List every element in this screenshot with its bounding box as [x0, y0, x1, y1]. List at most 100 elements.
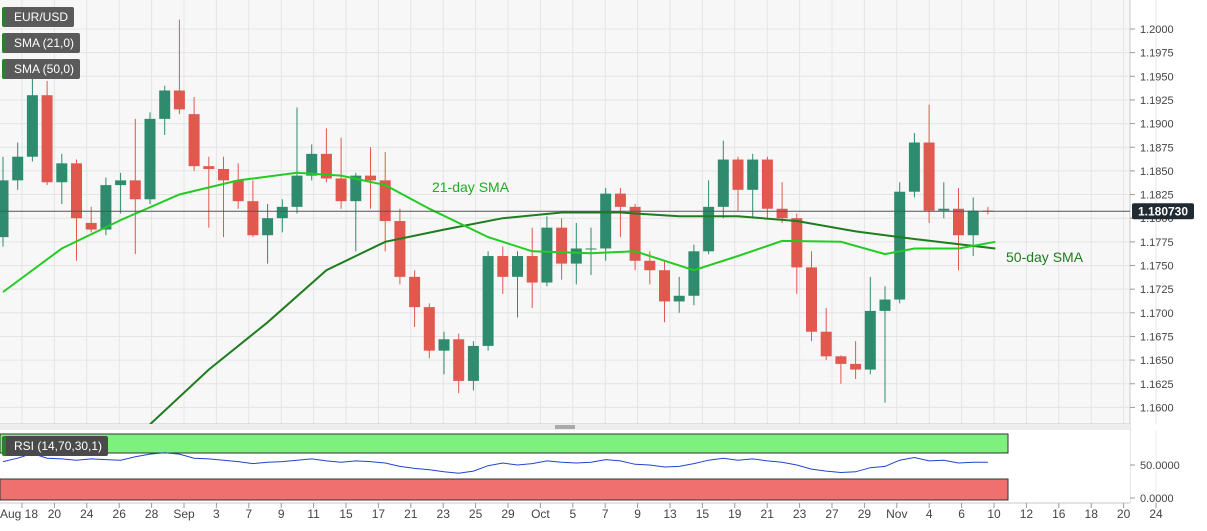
price-tag-text: 1.180730	[1138, 204, 1188, 218]
candle-body	[732, 159, 744, 190]
y-tick-label: 1.1850	[1140, 166, 1174, 178]
candle-body	[717, 159, 729, 207]
candle	[218, 156, 229, 238]
candle	[659, 260, 670, 323]
x-tick-label: 20	[48, 507, 62, 521]
pane-divider[interactable]	[0, 424, 1130, 430]
candle	[71, 159, 82, 261]
x-tick-label: 15	[696, 507, 710, 521]
x-tick-label: Oct	[531, 507, 550, 521]
candle-body	[247, 201, 259, 236]
x-tick-label: 9	[278, 507, 285, 521]
candle-body	[291, 175, 303, 207]
candle-body	[12, 156, 24, 181]
candle	[12, 142, 24, 190]
x-tick-label: 9	[634, 507, 641, 521]
candle	[717, 140, 729, 219]
candle	[247, 180, 259, 238]
candle	[173, 19, 185, 115]
candle-body	[967, 210, 979, 236]
candle-body	[232, 180, 244, 202]
candle-body	[188, 114, 200, 167]
pane-resize-handle[interactable]	[555, 425, 575, 429]
candle	[747, 153, 759, 219]
y-tick-label: 1.1675	[1140, 331, 1174, 343]
candle	[203, 156, 215, 228]
sma50-annotation: 50-day SMA	[1006, 249, 1084, 265]
y-tick-label: 1.1725	[1140, 284, 1174, 296]
candle-body	[526, 256, 538, 283]
candle	[820, 308, 832, 361]
y-tick-label: 1.1875	[1140, 142, 1174, 154]
candle-body	[0, 180, 9, 238]
candle-body	[806, 267, 817, 332]
candle-body	[482, 256, 494, 346]
x-tick-label: 23	[437, 507, 451, 521]
x-tick-label: 7	[602, 507, 609, 521]
candle-body	[379, 180, 391, 222]
y-tick-label: 1.1825	[1140, 190, 1174, 202]
candle-body	[908, 142, 920, 192]
x-tick-label: 25	[469, 507, 483, 521]
candle	[953, 187, 964, 271]
candle-body	[320, 153, 332, 179]
candle	[320, 128, 332, 183]
candle	[732, 156, 744, 211]
rsi-line	[2, 452, 988, 474]
candle-body	[820, 331, 832, 357]
candle-body	[129, 180, 141, 200]
candle	[673, 276, 685, 313]
candle	[526, 227, 538, 309]
candle-body	[41, 95, 53, 183]
candle	[409, 270, 421, 327]
candle	[879, 286, 891, 403]
candle-body	[659, 270, 670, 302]
sma21-line	[2, 171, 996, 293]
candle	[335, 137, 347, 209]
x-tick-label: Aug 18	[0, 507, 38, 521]
x-tick-label: 20	[1117, 507, 1131, 521]
x-tick-label: 10	[987, 507, 1001, 521]
candle	[482, 251, 494, 351]
candle	[923, 104, 935, 223]
candle-body	[864, 310, 876, 370]
candle	[688, 244, 700, 306]
candle-body	[409, 276, 421, 308]
price-tag	[1132, 203, 1194, 220]
candle	[100, 177, 112, 236]
x-tick-label: 12	[1020, 507, 1034, 521]
y-tick-label: 1.1700	[1140, 308, 1174, 320]
candle-body	[541, 227, 553, 283]
x-tick-label: 3	[213, 507, 220, 521]
candle-body	[776, 208, 788, 219]
candle-body	[497, 256, 509, 277]
rsi-tick-label: 50.0000	[1140, 460, 1180, 472]
candle-body	[467, 345, 479, 381]
x-tick-label: 7	[245, 507, 252, 521]
candle	[0, 156, 9, 247]
rsi-badge[interactable]: RSI (14,70,30,1)	[2, 436, 109, 456]
y-tick-label: 1.1600	[1140, 402, 1174, 414]
candle	[41, 81, 53, 186]
sma50-badge[interactable]: SMA (50,0)	[2, 59, 81, 79]
candle-body	[71, 163, 82, 219]
candle-body	[556, 227, 568, 264]
y-tick-label: 1.1925	[1140, 95, 1174, 107]
candle	[188, 97, 200, 171]
candle	[379, 151, 391, 252]
candle	[291, 107, 303, 214]
sma50-line	[149, 211, 996, 426]
candle	[56, 153, 68, 205]
rsi-tick-label: 0.0000	[1140, 493, 1174, 505]
candle-body	[144, 118, 156, 200]
sma21-badge[interactable]: SMA (21,0)	[2, 33, 81, 53]
x-tick-label: 15	[339, 507, 353, 521]
candle-body	[276, 206, 288, 219]
candle	[365, 147, 376, 209]
x-tick-label: 27	[825, 507, 839, 521]
candle-body	[159, 90, 171, 119]
candle-body	[85, 222, 97, 230]
candle-body	[614, 193, 626, 207]
symbol-badge[interactable]: EUR/USD	[2, 7, 75, 27]
